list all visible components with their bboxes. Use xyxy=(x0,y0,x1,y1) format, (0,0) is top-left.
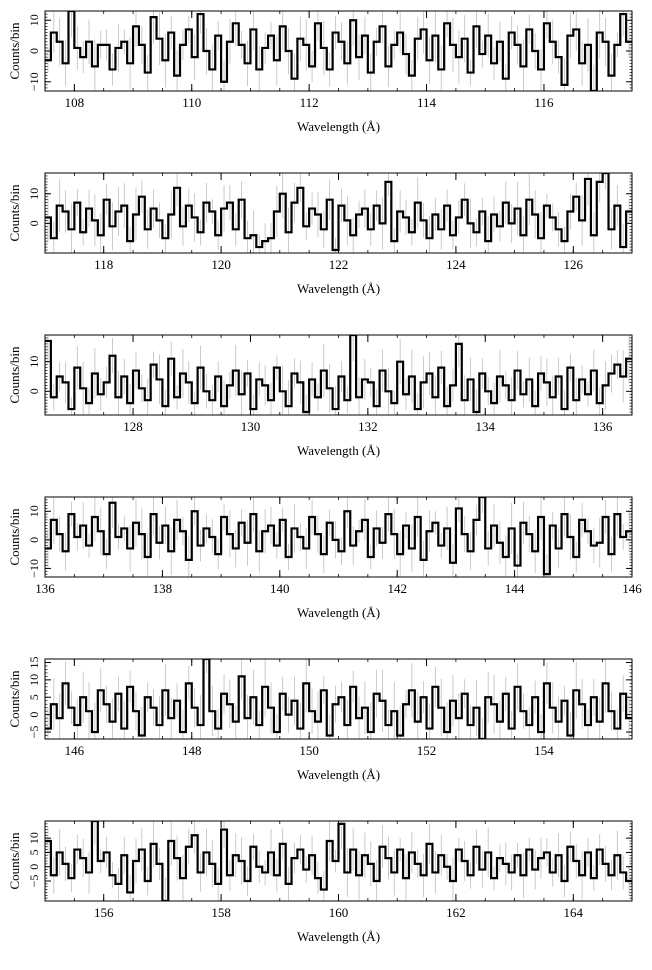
y-axis-label: Counts/bin xyxy=(7,184,22,242)
y-tick-label: 10 xyxy=(27,188,41,200)
data-series-step xyxy=(45,11,632,91)
y-tick-label: 0 xyxy=(27,388,41,394)
x-tick-label: 156 xyxy=(94,905,114,920)
chart-panel-2: 118 120 122 124 126 0 10 Wavelength (Å) Counts/b… xyxy=(7,172,633,296)
y-axis-label: Counts/bin xyxy=(7,22,22,80)
plot-area xyxy=(45,659,632,739)
plot-area xyxy=(45,335,632,415)
x-tick-label: 146 xyxy=(65,743,85,758)
x-tick-label: 132 xyxy=(358,419,378,434)
y-tick-label: 0 xyxy=(27,864,41,870)
y-tick-label: 5 xyxy=(27,694,41,700)
x-tick-label: 138 xyxy=(153,581,173,596)
y-tick-label: 0 xyxy=(27,48,41,54)
y-tick-label: 10 xyxy=(27,832,41,844)
x-axis-label: Wavelength (Å) xyxy=(297,767,380,782)
y-tick-label: 5 xyxy=(27,849,41,855)
x-tick-label: 116 xyxy=(534,95,554,110)
plot-area xyxy=(45,497,632,577)
x-tick-label: 128 xyxy=(123,419,143,434)
x-tick-label: 112 xyxy=(300,95,319,110)
x-axis-label: Wavelength (Å) xyxy=(297,443,380,458)
y-tick-label: 10 xyxy=(27,674,41,686)
chart-panel-1: 108 110 112 114 116 −10 0 10 Wavelength (Å) Count… xyxy=(7,10,633,134)
x-tick-label: 120 xyxy=(211,257,231,272)
y-tick-label: −10 xyxy=(27,72,41,91)
x-tick-label: 140 xyxy=(270,581,290,596)
y-axis-label: Counts/bin xyxy=(7,670,22,728)
x-tick-label: 150 xyxy=(299,743,319,758)
x-axis-label: Wavelength (Å) xyxy=(297,929,380,944)
x-tick-label: 146 xyxy=(622,581,642,596)
x-axis-label: Wavelength (Å) xyxy=(297,605,380,620)
y-tick-label: −5 xyxy=(27,875,41,888)
data-series-step xyxy=(45,497,632,576)
x-tick-label: 118 xyxy=(94,257,113,272)
x-tick-label: 124 xyxy=(446,257,466,272)
x-tick-label: 110 xyxy=(182,95,201,110)
x-axis-label: Wavelength (Å) xyxy=(297,281,380,296)
chart-panel-6: 156 158 160 162 164 −5 0 5 10 Wavelength (Å) Count… xyxy=(7,820,633,944)
x-tick-label: 164 xyxy=(564,905,584,920)
y-tick-label: 10 xyxy=(27,505,41,517)
x-tick-label: 136 xyxy=(35,581,55,596)
data-series-step xyxy=(45,335,632,414)
y-tick-label: 10 xyxy=(27,356,41,368)
y-tick-label: 10 xyxy=(27,14,41,26)
plot-area xyxy=(45,11,632,91)
data-series-step xyxy=(45,659,632,739)
x-tick-label: 158 xyxy=(211,905,231,920)
x-tick-label: 148 xyxy=(182,743,202,758)
x-axis-label: Wavelength (Å) xyxy=(297,119,380,134)
data-series-step xyxy=(45,821,632,901)
x-tick-label: 162 xyxy=(446,905,466,920)
y-tick-label: −5 xyxy=(27,726,41,739)
x-tick-label: 154 xyxy=(534,743,554,758)
x-tick-label: 126 xyxy=(564,257,584,272)
x-tick-label: 134 xyxy=(476,419,496,434)
x-tick-label: 108 xyxy=(65,95,85,110)
y-tick-label: 15 xyxy=(27,656,41,668)
data-series-step xyxy=(45,173,632,252)
chart-panel-4: 136 138 140 142 144 146 −10 0 10 Wavelength (Å) Co… xyxy=(7,496,642,620)
chart-panel-5: 146 148 150 152 154 −5 0 5 10 15 Wavelength (Å) Cou… xyxy=(7,656,633,782)
x-tick-label: 114 xyxy=(417,95,437,110)
x-tick-label: 152 xyxy=(417,743,437,758)
x-tick-label: 122 xyxy=(329,257,349,272)
y-axis-label: Counts/bin xyxy=(7,832,22,890)
x-tick-label: 160 xyxy=(329,905,349,920)
y-tick-label: 0 xyxy=(27,712,41,718)
x-tick-label: 136 xyxy=(593,419,613,434)
plot-area xyxy=(45,173,632,253)
chart-panel-3: 128 130 132 134 136 0 10 Wavelength (Å) Counts/b… xyxy=(7,334,633,458)
y-axis-label: Counts/bin xyxy=(7,346,22,404)
y-tick-label: 0 xyxy=(27,220,41,226)
x-tick-label: 130 xyxy=(241,419,261,434)
x-tick-label: 144 xyxy=(505,581,525,596)
x-tick-label: 142 xyxy=(387,581,407,596)
y-axis-label: Counts/bin xyxy=(7,508,22,566)
plot-area xyxy=(45,821,632,901)
y-tick-label: −10 xyxy=(27,559,41,578)
y-tick-label: 0 xyxy=(27,537,41,543)
